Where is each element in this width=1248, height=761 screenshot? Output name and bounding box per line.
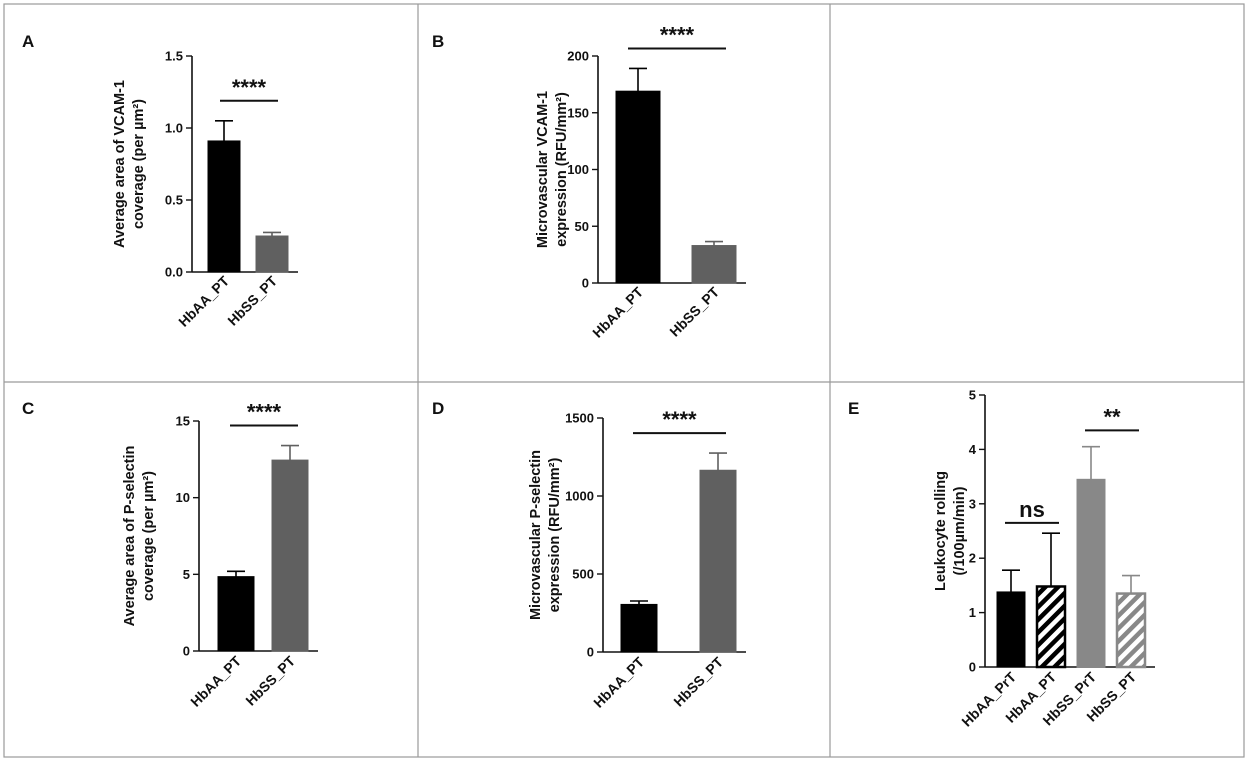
bar [207, 140, 241, 273]
category-label: HbSS_PT [670, 653, 726, 709]
y-tick-label: 15 [176, 414, 190, 429]
panel-letter-d: D [432, 399, 444, 418]
bar [699, 469, 737, 653]
chart-panel-c: 0 5 10 15 Average area of P-selectin coverage… [122, 400, 318, 710]
y-axis-title-line: expression (RFU/mm²) [547, 457, 563, 612]
y-tick-label: 0.0 [165, 265, 183, 280]
significance-label: ** [1103, 404, 1121, 429]
y-tick-label: 1.0 [165, 121, 183, 136]
y-tick-label: 2 [969, 551, 976, 566]
y-axis-title-line: (/100µm/min) [952, 486, 968, 575]
y-tick-label: 200 [567, 49, 589, 64]
y-tick-label: 0.5 [165, 193, 183, 208]
y-tick-label: 1.5 [165, 49, 183, 64]
bar [620, 603, 658, 653]
significance-label: **** [660, 22, 695, 47]
category-label: HbSS_PT [242, 652, 298, 708]
panel-letter-c: C [22, 399, 34, 418]
y-axis-title-line: expression (RFU/mm²) [554, 92, 570, 247]
category-label: HbAA_PT [590, 653, 647, 710]
chart-panel-a: 0.0 0.5 1.0 1.5 Average area of VCAM-1 covera… [112, 49, 298, 330]
y-tick-label: 150 [567, 105, 589, 120]
significance-label: ns [1019, 497, 1045, 522]
y-tick-label: 100 [567, 162, 589, 177]
panel-letter-e: E [848, 399, 859, 418]
chart-panel-b: 0 50 100 150 200 Microvascular VCAM-1 expressi… [535, 22, 746, 341]
bar [996, 591, 1026, 668]
bar [691, 245, 737, 284]
category-label: HbSS_PT [224, 272, 280, 328]
y-tick-label: 0 [587, 645, 594, 660]
category-label: HbAA_PT [175, 272, 232, 329]
y-tick-label: 4 [969, 442, 977, 457]
y-tick-label: 3 [969, 496, 976, 511]
y-axis-title-line: Leukocyte rolling [933, 471, 949, 591]
chart-panel-d: 0 500 1000 1500 Microvascular P-selectin expr… [528, 407, 746, 711]
category-label: HbAA_PT [187, 652, 244, 709]
bar [615, 90, 661, 284]
panel-letter-a: A [22, 32, 34, 51]
y-tick-label: 1 [969, 605, 976, 620]
y-tick-label: 0 [969, 660, 976, 675]
significance-label: **** [232, 75, 267, 100]
y-tick-label: 500 [572, 567, 594, 582]
panel-grid-lines [3, 3, 1245, 758]
category-label: HbSS_PT [666, 283, 722, 339]
y-axis-title-line: Average area of VCAM-1 [112, 80, 128, 248]
y-axis-title-line: Microvascular P-selectin [528, 450, 544, 620]
y-axis-title-line: Microvascular VCAM-1 [535, 91, 551, 248]
category-label: HbAA_PT [589, 283, 646, 340]
bar [271, 459, 309, 652]
y-axis-title-line: Average area of P-selectin [122, 446, 138, 627]
significance-label: **** [247, 400, 282, 425]
bar [217, 576, 255, 652]
bar [1076, 478, 1106, 668]
y-tick-label: 1500 [565, 411, 594, 426]
y-axis-title-line: coverage (per µm²) [131, 99, 147, 229]
significance-label: **** [662, 407, 697, 432]
y-tick-label: 1000 [565, 489, 594, 504]
y-tick-label: 50 [575, 219, 589, 234]
bar [255, 235, 289, 273]
bar [1035, 585, 1067, 669]
bar [1115, 592, 1147, 669]
y-tick-label: 0 [183, 644, 190, 659]
y-tick-label: 5 [183, 567, 190, 582]
panel-letter-b: B [432, 32, 444, 51]
y-axis-title-line: coverage (per µm²) [141, 471, 157, 601]
y-tick-label: 0 [582, 276, 589, 291]
y-tick-label: 10 [176, 490, 190, 505]
y-tick-label: 5 [969, 388, 976, 403]
